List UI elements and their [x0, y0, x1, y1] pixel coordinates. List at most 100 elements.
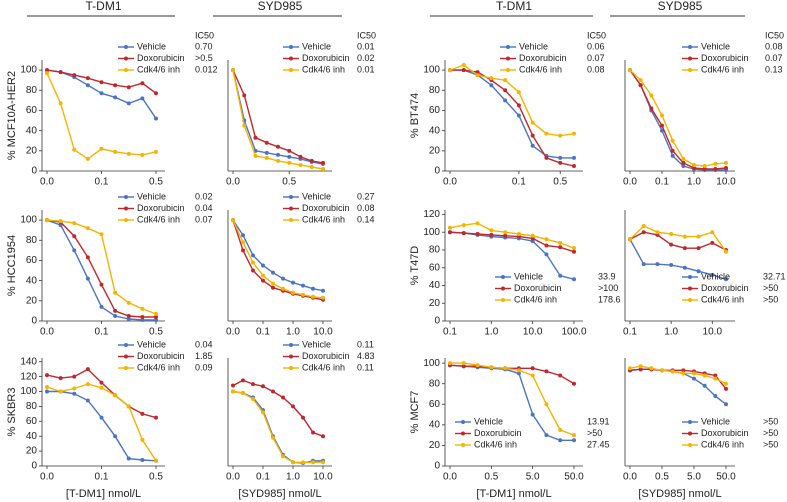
- data-point: [251, 253, 255, 258]
- legend-label: Cdk4/6 inh: [519, 64, 562, 74]
- data-point: [558, 373, 563, 378]
- legend-label: Cdk4/6 inh: [701, 64, 744, 74]
- x-tick-label: 1.0: [286, 472, 300, 483]
- y-tick-label: 120: [423, 209, 440, 220]
- data-point: [670, 138, 675, 143]
- ic50-value: >50: [763, 428, 778, 438]
- data-point: [669, 263, 674, 268]
- x-tick-label: 50.0: [716, 472, 736, 483]
- y-tick-label: 100: [423, 65, 440, 76]
- data-point: [99, 91, 104, 96]
- legend-marker: [688, 298, 692, 302]
- data-point: [261, 410, 265, 415]
- y-tick-label: 80: [429, 85, 441, 96]
- data-point: [516, 368, 521, 373]
- data-point: [126, 456, 131, 461]
- data-point: [281, 454, 285, 459]
- legend-marker: [289, 68, 293, 72]
- x-axis-label: [SYD985] nmol/L: [638, 488, 721, 500]
- data-point: [154, 314, 158, 319]
- data-point: [271, 285, 275, 290]
- y-tick-label: 0: [434, 461, 440, 472]
- data-point: [311, 286, 315, 291]
- x-tick-label: 10.0: [313, 472, 333, 483]
- data-point: [530, 233, 535, 238]
- legend-label: Cdk4/6 inh: [302, 214, 345, 224]
- data-point: [638, 367, 643, 372]
- y-axis-label: % MCF7: [409, 391, 421, 434]
- ic50-value: 13.91: [587, 416, 610, 426]
- data-point: [321, 434, 325, 439]
- data-point: [713, 376, 718, 381]
- x-tick-label: 0.0: [443, 472, 457, 483]
- data-point: [276, 152, 280, 157]
- data-point: [287, 154, 292, 159]
- data-point: [724, 160, 728, 165]
- data-point: [287, 160, 292, 165]
- legend-label: Vehicle: [701, 41, 730, 51]
- data-point: [126, 316, 131, 321]
- legend-marker: [124, 45, 128, 49]
- y-tick-label: 100: [20, 215, 37, 226]
- data-point: [99, 304, 104, 309]
- data-point: [710, 230, 715, 235]
- x-axis-label: [T-DM1] nmol/L: [476, 488, 551, 500]
- data-point: [489, 228, 494, 233]
- data-point: [99, 385, 104, 390]
- data-point: [530, 143, 535, 148]
- data-point: [544, 369, 549, 374]
- x-tick-label: 0.1: [95, 177, 109, 188]
- legend-label: Doxorubicin: [137, 203, 185, 213]
- data-point: [724, 165, 728, 170]
- data-point: [475, 70, 480, 75]
- data-point: [503, 98, 508, 103]
- x-axis-label: [SYD985] nmol/L: [238, 488, 321, 500]
- data-point: [503, 230, 508, 235]
- data-point: [572, 246, 576, 251]
- legend-label: Doxorubicin: [474, 428, 522, 438]
- ic50-header: IC50: [587, 30, 606, 40]
- x-tick-label: 0.0: [443, 177, 457, 188]
- data-point: [544, 433, 549, 438]
- series-line: [232, 219, 324, 301]
- data-point: [85, 382, 90, 387]
- data-point: [448, 361, 452, 366]
- data-point: [140, 314, 145, 319]
- legend-label: Doxorubicin: [519, 53, 567, 63]
- data-point: [475, 73, 480, 78]
- ic50-value: >0.5: [195, 53, 213, 63]
- y-tick-label: 60: [26, 416, 38, 427]
- legend-label: Vehicle: [519, 41, 548, 51]
- data-point: [655, 230, 660, 235]
- data-point: [58, 389, 63, 394]
- data-point: [530, 120, 535, 125]
- data-point: [558, 273, 563, 278]
- y-axis-label: % T47D: [409, 246, 421, 286]
- data-point: [655, 262, 660, 267]
- data-point: [45, 373, 49, 378]
- x-tick-label: 100.0: [561, 327, 586, 338]
- data-point: [298, 154, 303, 159]
- y-tick-label: 40: [26, 275, 38, 286]
- x-tick-label: 1.0: [664, 327, 678, 338]
- data-point: [58, 219, 63, 224]
- y-axis-label: % MCF10A-HER2: [6, 71, 18, 160]
- data-point: [321, 288, 325, 293]
- x-tick-label: 0.0: [40, 472, 54, 483]
- ic50-value: >50: [763, 283, 778, 293]
- data-point: [281, 276, 285, 281]
- data-point: [489, 83, 494, 88]
- x-tick-label: 0.1: [95, 472, 109, 483]
- data-point: [301, 292, 305, 297]
- x-tick-label: 0.0: [623, 472, 637, 483]
- data-point: [530, 412, 535, 417]
- y-tick-label: 120: [20, 371, 37, 382]
- data-point: [271, 389, 275, 394]
- data-point: [530, 373, 535, 378]
- legend-marker: [506, 68, 510, 72]
- data-point: [516, 113, 521, 118]
- data-point: [503, 366, 508, 371]
- data-point: [72, 234, 77, 239]
- data-point: [126, 300, 131, 305]
